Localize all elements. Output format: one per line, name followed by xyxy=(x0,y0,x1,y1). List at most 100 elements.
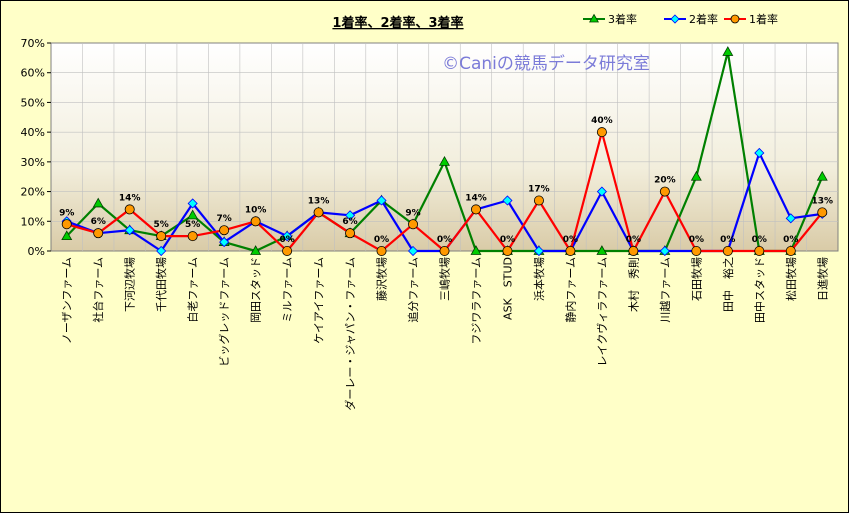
data-point xyxy=(502,245,513,256)
data-label: 0% xyxy=(752,235,767,245)
x-category-label: 岡田スタッド xyxy=(250,257,263,323)
x-category-label: 社台ファーム xyxy=(91,257,105,323)
data-point xyxy=(407,245,419,257)
y-tick-label: 40% xyxy=(21,126,45,139)
data-point xyxy=(628,245,639,256)
data-point xyxy=(754,147,765,159)
data-label: 9% xyxy=(405,208,420,218)
x-category-label: ビッグレッドファーム xyxy=(217,257,231,367)
data-label: 14% xyxy=(465,193,487,203)
data-point xyxy=(722,46,734,56)
y-tick-label: 60% xyxy=(21,67,45,80)
data-label: 0% xyxy=(626,235,641,245)
data-point xyxy=(785,245,796,256)
data-point xyxy=(93,228,104,239)
data-point xyxy=(816,170,828,181)
data-label: 6% xyxy=(91,217,106,227)
y-tick-label: 50% xyxy=(21,96,45,109)
data-label: 5% xyxy=(185,220,200,230)
series-layer xyxy=(61,46,828,257)
data-label: 13% xyxy=(811,196,833,206)
x-category-label: ケイアイファーム xyxy=(313,257,326,344)
data-point xyxy=(187,198,198,209)
data-point xyxy=(691,245,702,256)
data-point xyxy=(533,245,545,257)
data-label: 9% xyxy=(59,208,74,218)
data-label: 0% xyxy=(374,235,389,245)
x-category-label: 川越ファーム xyxy=(658,257,672,323)
x-category-label: 追分ファーム xyxy=(406,257,420,323)
data-point xyxy=(408,219,419,230)
data-point xyxy=(596,186,607,197)
x-category-label: 下河辺牧場 xyxy=(123,257,137,312)
data-label: 0% xyxy=(689,235,704,245)
data-point xyxy=(722,245,733,256)
y-tick-label: 10% xyxy=(21,215,45,228)
data-point xyxy=(61,230,73,241)
data-label: 5% xyxy=(154,220,169,230)
data-point xyxy=(250,216,261,227)
legend-marker xyxy=(730,14,740,24)
data-point xyxy=(219,225,230,236)
legend-label: 3着率 xyxy=(608,12,637,26)
data-point xyxy=(439,156,450,166)
data-label: 17% xyxy=(528,184,550,194)
data-label: 7% xyxy=(216,214,231,224)
x-category-label: ノーザンファーム xyxy=(61,257,74,344)
y-axis-ticks: 0% 10% 20% 30% 40% 50% 60% 70% xyxy=(21,37,51,258)
data-point xyxy=(596,127,607,138)
data-label: 20% xyxy=(654,176,676,186)
plot-area xyxy=(50,42,839,252)
x-category-label: 木村 秀則 xyxy=(626,257,640,312)
data-point xyxy=(502,195,513,206)
data-label: 0% xyxy=(500,235,515,245)
legend-label: 2着率 xyxy=(689,12,718,26)
data-point xyxy=(376,195,387,206)
data-point xyxy=(470,245,482,255)
data-point xyxy=(187,209,199,220)
data-point xyxy=(690,170,702,181)
legend-marker xyxy=(670,14,680,24)
data-point xyxy=(470,204,481,215)
y-tick-label: 30% xyxy=(21,156,45,169)
data-point xyxy=(754,245,765,256)
chart-title: 1着率、2着率、3着率 xyxy=(332,15,463,31)
y-tick-label: 20% xyxy=(21,186,45,199)
x-category-label: 静内ファーム xyxy=(563,257,577,323)
data-point xyxy=(282,245,293,256)
data-point xyxy=(156,231,167,242)
data-point xyxy=(659,186,670,197)
data-point xyxy=(565,245,576,256)
data-labels: 9% 6% 14% 5% 5% 7% 10% 0% 13% 6% 0% 9% 0% 14% 0% 17% 0% 4… xyxy=(59,116,833,245)
data-label: 0% xyxy=(720,235,735,245)
data-point xyxy=(156,245,167,257)
data-point xyxy=(439,245,450,256)
x-category-label: フジワラファーム xyxy=(470,257,483,345)
x-category-label: 千代田牧場 xyxy=(154,257,168,312)
x-category-label: 浜本牧場 xyxy=(532,257,546,301)
legend-marker xyxy=(589,13,599,23)
data-point xyxy=(250,245,262,255)
data-label: 0% xyxy=(783,235,798,245)
watermark-text: ©Caniの競馬データ研究室 xyxy=(442,53,650,74)
series-1着率 xyxy=(61,127,828,256)
data-point xyxy=(344,210,356,221)
data-point xyxy=(596,245,608,255)
data-point xyxy=(124,204,135,215)
data-point xyxy=(785,213,796,224)
data-point xyxy=(376,245,387,256)
data-label: 40% xyxy=(591,116,613,126)
x-category-label: 白老ファーム xyxy=(186,257,200,323)
data-point xyxy=(61,219,72,230)
x-category-label: レイクヴィラファーム xyxy=(595,257,609,366)
data-point xyxy=(659,245,670,257)
x-category-label: 藤沢牧場 xyxy=(375,257,389,301)
data-point xyxy=(345,228,356,239)
x-category-label: 三嶋牧場 xyxy=(438,257,452,301)
data-label: 10% xyxy=(245,205,267,215)
data-point xyxy=(187,231,198,242)
data-label: 0% xyxy=(437,235,452,245)
x-category-label: ダーレー・ジャパン・ファーム xyxy=(343,257,357,411)
x-category-label: 田中スタッド xyxy=(753,257,766,323)
